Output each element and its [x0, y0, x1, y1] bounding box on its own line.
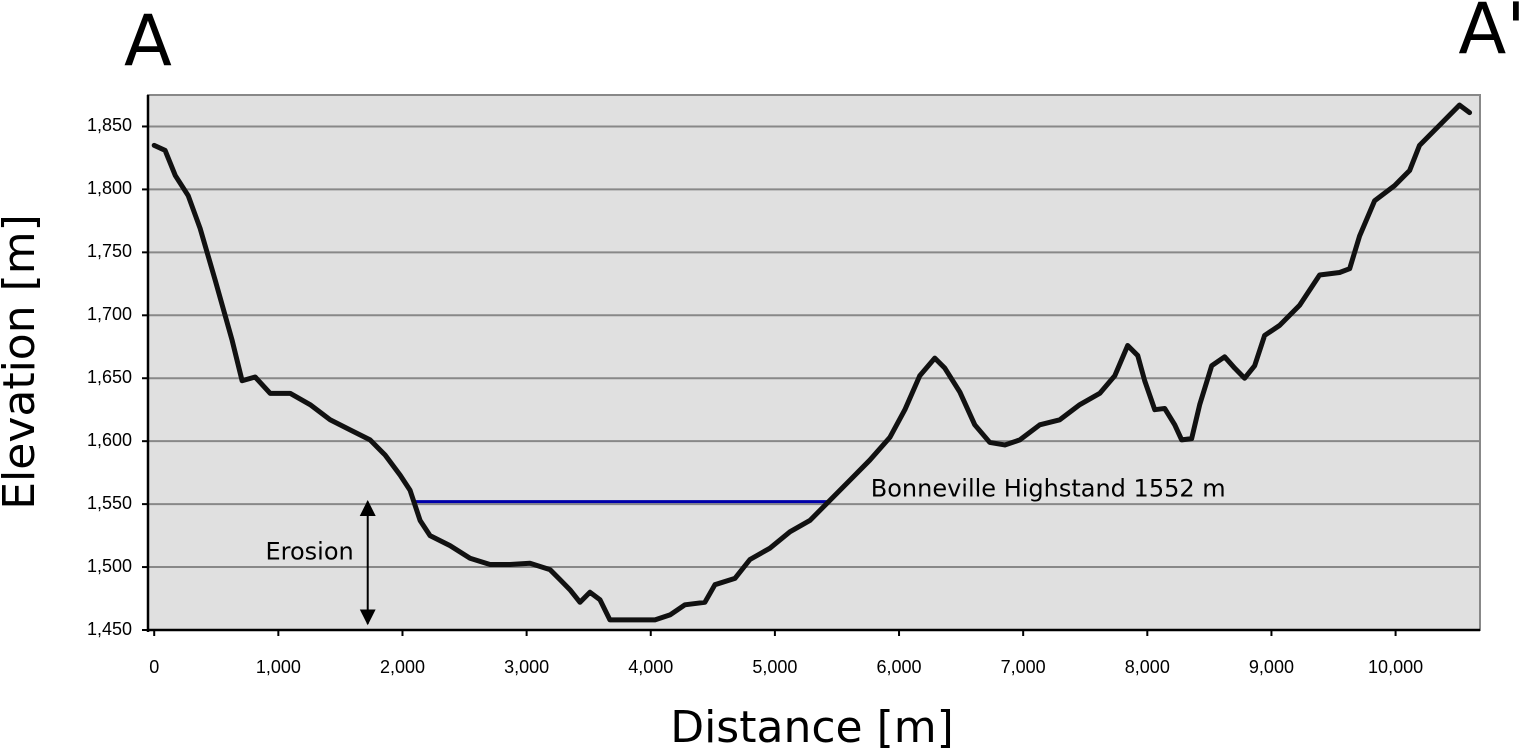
section-end-label: A': [1458, 0, 1522, 70]
section-start-label: A: [124, 0, 172, 82]
x-tick-label: 0: [149, 657, 159, 677]
y-tick-label: 1,700: [87, 304, 132, 324]
x-axis-title: Distance [m]: [670, 702, 954, 753]
x-tick-label: 3,000: [504, 657, 549, 677]
y-tick-label: 1,550: [87, 493, 132, 513]
y-tick-label: 1,650: [87, 367, 132, 387]
y-axis-title: Elevation [m]: [0, 214, 45, 510]
x-tick-label: 7,000: [1001, 657, 1046, 677]
x-tick-label: 9,000: [1249, 657, 1294, 677]
x-tick-label: 10,000: [1368, 657, 1423, 677]
y-tick-label: 1,500: [87, 556, 132, 576]
x-tick-label: 1,000: [256, 657, 301, 677]
x-tick-label: 2,000: [380, 657, 425, 677]
x-tick-label: 8,000: [1125, 657, 1170, 677]
y-tick-label: 1,750: [87, 241, 132, 261]
elevation-profile: [151, 102, 1473, 623]
y-tick-label: 1,600: [87, 430, 132, 450]
x-tick-label: 5,000: [752, 657, 797, 677]
erosion-label: Erosion: [265, 538, 353, 566]
highstand-label: Bonneville Highstand 1552 m: [871, 475, 1226, 503]
y-tick-label: 1,800: [87, 178, 132, 198]
y-tick-label: 1,450: [87, 619, 132, 639]
x-tick-label: 4,000: [628, 657, 673, 677]
y-tick-label: 1,850: [87, 115, 132, 135]
x-tick-label: 6,000: [877, 657, 922, 677]
